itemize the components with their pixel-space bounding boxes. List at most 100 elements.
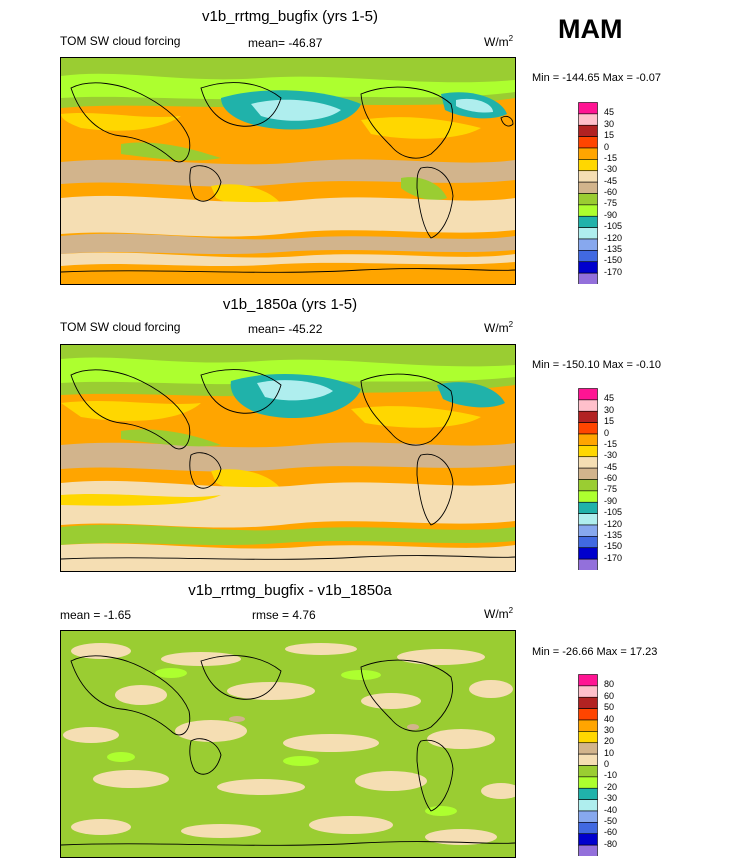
colorbar-tick-label: 60 [604,690,615,701]
colorbar-box [578,822,598,835]
colorbar-box [578,674,598,687]
mean-label: mean= -45.22 [248,322,323,336]
colorbar-tick-label: 50 [604,702,615,713]
colorbar-box [578,113,598,126]
colorbar-box [578,708,598,721]
colorbar-box [578,136,598,149]
colorbar-box [578,558,598,570]
colorbar-tick-label: 15 [604,416,615,427]
colorbar-box [578,490,598,503]
colorbar-tick-label: 10 [604,747,615,758]
colorbar-box [578,227,598,240]
colorbar-box [578,388,598,401]
colorbar-tick-label: -40 [604,804,618,815]
panel-title: v1b_1850a (yrs 1-5) [222,296,358,313]
colorbar-box [578,238,598,251]
contour-map [60,344,516,572]
colorbar-tick-label: 40 [604,713,615,724]
colorbar-box [578,765,598,778]
colorbar-tick-label: -90 [604,495,618,506]
colorbar-box [578,844,598,856]
colorbar-box [578,787,598,800]
colorbar-tick-label: 0 [604,141,610,152]
colorbar-tick-label: -30 [604,450,618,461]
colorbar-box [578,170,598,183]
season-label: MAM [558,14,623,44]
colorbar-tick-label: -80 [604,838,618,849]
colorbar-tick-label: 30 [604,118,615,129]
contour-map [60,57,516,285]
units-label: W/m2 [484,606,514,621]
minmax-label: Min = -144.65 Max = -0.07 [532,72,662,84]
colorbar-box [578,501,598,514]
colorbar-box [578,433,598,446]
colorbar-tick-label: -150 [604,541,623,552]
variable-label: TOM SW cloud forcing [60,320,181,334]
colorbar-box [578,547,598,560]
rmse-label: rmse = 4.76 [252,608,316,622]
colorbar-box [578,456,598,469]
colorbar-box [578,410,598,423]
colorbar-tick-label: -150 [604,255,623,266]
colorbar-tick-label: -60 [604,827,618,838]
colorbar-box [578,685,598,698]
colorbar-box [578,524,598,537]
colorbar-tick-label: 30 [604,724,615,735]
colorbar-box [578,250,598,263]
colorbar [578,674,598,856]
colorbar-box [578,810,598,823]
colorbar-tick-label: -20 [604,781,618,792]
colorbar-box [578,102,598,115]
mean-label: mean = -1.65 [60,608,132,622]
minmax-label: Min = -150.10 Max = -0.10 [532,359,662,371]
colorbar-box [578,799,598,812]
colorbar-box [578,696,598,709]
colorbar-box [578,731,598,744]
colorbar-box [578,753,598,766]
colorbar-box [578,204,598,217]
colorbar-box [578,422,598,435]
units-label: W/m2 [484,34,514,49]
colorbar-tick-label: -135 [604,529,623,540]
minmax-label: Min = -26.66 Max = 17.23 [532,646,658,658]
colorbar [578,388,598,570]
colorbar-box [578,479,598,492]
colorbar-box [578,536,598,549]
colorbar-tick-label: -50 [604,815,618,826]
colorbar-tick-label: 0 [604,759,610,769]
colorbar-tick-label: -30 [604,793,618,804]
colorbar-box [578,742,598,755]
colorbar-tick-label: -120 [604,518,623,529]
colorbar-box [578,719,598,732]
colorbar-tick-label: -170 [604,552,623,563]
colorbar-box [578,261,598,274]
colorbar-tick-label: 30 [604,404,615,415]
colorbar-tick-label: -90 [604,209,618,220]
colorbar-tick-label: -30 [604,164,618,175]
colorbar-tick-label: -15 [604,152,618,163]
colorbar-box [578,215,598,228]
colorbar-tick-label: -120 [604,232,623,243]
colorbar-tick-label: 20 [604,736,615,747]
colorbar [578,102,598,284]
colorbar-tick-label: 0 [604,427,610,438]
colorbar-box [578,776,598,789]
colorbar-tick-label: -10 [604,770,618,781]
colorbar-tick-label: -75 [604,484,618,495]
colorbar-tick-label: 45 [604,393,615,404]
colorbar-box [578,467,598,480]
units-label: W/m2 [484,320,514,335]
colorbar-tick-label: -105 [604,221,623,232]
colorbar-box [578,513,598,526]
colorbar-tick-label: -170 [604,266,623,277]
contour-map [60,630,521,858]
colorbar-tick-label: -45 [604,461,618,472]
variable-label: TOM SW cloud forcing [60,34,181,48]
colorbar-tick-label: -105 [604,507,623,518]
colorbar-box [578,147,598,160]
colorbar-tick-label: -135 [604,243,623,254]
colorbar-tick-label: -60 [604,473,618,483]
colorbar-box [578,272,598,284]
colorbar-tick-label: -75 [604,198,618,209]
colorbar-box [578,159,598,172]
